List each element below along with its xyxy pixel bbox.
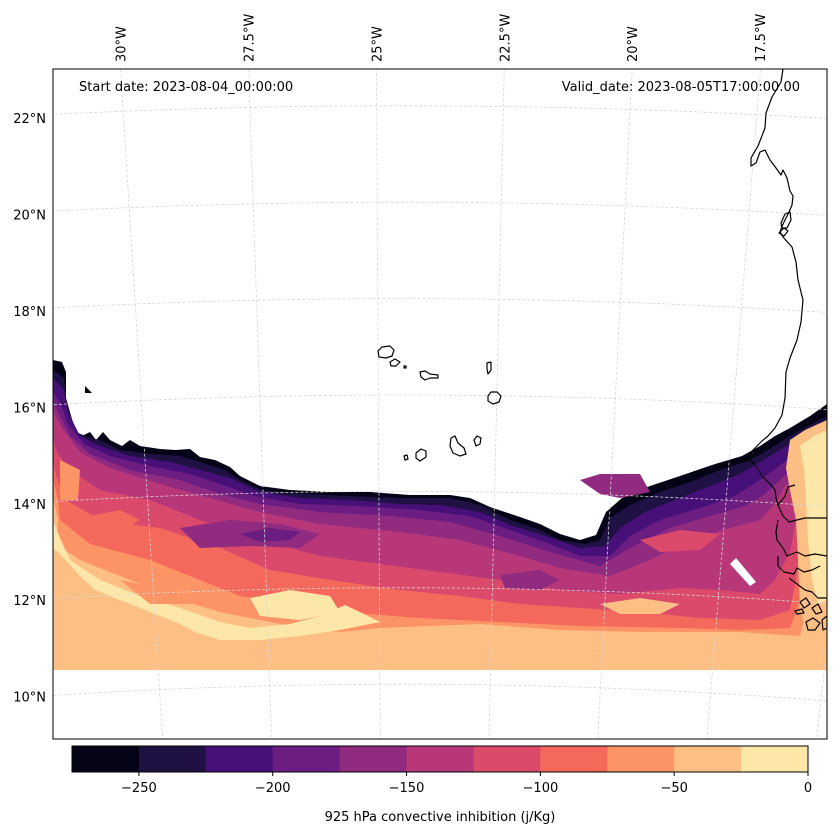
cin-level-band	[53, 520, 380, 640]
longitude-tick-label: 32.5°W	[0, 14, 2, 62]
longitude-tick-label: 27.5°W	[243, 14, 258, 62]
colorbar-tick-label: −200	[255, 781, 291, 796]
meridian-gridline	[376, 69, 381, 739]
latitude-tick-label: 12°N	[13, 594, 46, 609]
parallel-gridline	[53, 201, 827, 216]
longitude-tick-label: 22.5°W	[498, 14, 513, 62]
island-boa-vista	[487, 391, 502, 405]
island-sao-nicolau	[419, 370, 439, 381]
colorbar-segment	[540, 746, 608, 772]
colorbar-segment	[339, 746, 407, 772]
island-santa-luzia	[403, 365, 407, 369]
colorbar-label: 925 hPa convective inhibition (j/Kg)	[325, 810, 556, 825]
longitude-tick-label: 17.5°W	[754, 14, 769, 62]
latitude-tick-label: 22°N	[13, 112, 46, 127]
colorbar-segment	[205, 746, 274, 772]
latitude-tick-label: 14°N	[13, 498, 46, 513]
cin-contour-blob	[250, 590, 340, 620]
island-santo-antao	[377, 345, 395, 359]
island-sao-vicente	[389, 358, 401, 367]
island-sal	[486, 361, 492, 375]
island-brava	[403, 454, 409, 461]
parallel-gridline	[53, 105, 827, 119]
island-santiago	[449, 435, 467, 457]
latitude-tick-label: 16°N	[13, 401, 46, 416]
colorbar-tick-label: −250	[121, 781, 157, 796]
cin-contour-blob	[600, 598, 680, 614]
latitude-tick-labels: 22°N 20°N 18°N 16°N 14°N 12°N 10°N	[13, 112, 46, 705]
colorbar-segment	[674, 746, 742, 772]
latitude-tick-label: 10°N	[13, 691, 46, 706]
latitude-tick-label: 18°N	[13, 305, 46, 320]
valid-date-label: Valid_date: 2023-08-05T17:00:00.00	[562, 80, 800, 95]
island-maio	[473, 435, 482, 447]
cin-level-band	[53, 440, 827, 670]
gridlines	[53, 69, 827, 739]
longitude-tick-labels: 32.5°W 30°W 27.5°W 25°W 22.5°W 20°W 17.5°W	[0, 14, 769, 62]
west-africa-coastline	[741, 69, 804, 462]
senegal-gambia-coastline	[741, 459, 827, 599]
meridian-gridline	[488, 69, 505, 739]
colorbar-tick-label: 0	[804, 781, 812, 796]
colorbar-tick-label: −50	[660, 781, 687, 796]
longitude-tick-label: 20°W	[626, 26, 641, 62]
cin-contour-blob	[120, 580, 200, 604]
map-axes-frame	[52, 68, 828, 740]
cin-contour-blob	[60, 460, 80, 500]
island-fogo	[415, 448, 427, 462]
colorbar-segment	[741, 746, 809, 772]
colorbar-segment	[272, 746, 341, 772]
colorbar-tick-label: −150	[389, 781, 425, 796]
colorbar: −250 −200 −150 −100 −50 0	[71, 745, 812, 796]
cin-contour-blob	[640, 530, 720, 552]
longitude-tick-label: 25°W	[370, 26, 385, 62]
colorbar-segment	[138, 746, 207, 772]
cin-field	[53, 360, 827, 670]
banc-d-arguin-islands	[778, 211, 792, 237]
cin-level-band	[800, 430, 827, 604]
start-date-label: Start date: 2023-08-04_00:00:00	[79, 80, 293, 95]
colorbar-frame	[71, 745, 809, 773]
no-data-gap	[730, 558, 756, 586]
bijagos-islands	[794, 597, 827, 631]
parallel-gridline	[53, 394, 827, 410]
parallel-gridline	[53, 683, 827, 702]
colorbar-segment	[607, 746, 675, 772]
coastlines	[377, 69, 827, 631]
latitude-tick-label: 20°N	[13, 209, 46, 224]
cin-contour-blob	[85, 386, 92, 393]
parallel-gridline	[53, 298, 827, 313]
longitude-tick-label: 30°W	[115, 26, 130, 62]
cin-contour-blob	[90, 510, 140, 532]
colorbar-segment	[473, 746, 541, 772]
colorbar-segment	[406, 746, 474, 772]
parallel-gridline	[53, 587, 827, 605]
cin-contour-blob	[580, 474, 650, 498]
colorbar-segment	[72, 746, 140, 772]
parallel-gridline	[53, 491, 827, 507]
colorbar-tick-label: −100	[523, 781, 559, 796]
cin-contour-blob	[500, 570, 560, 590]
cin-contour-blob	[240, 528, 300, 542]
cin-level-band	[53, 452, 827, 670]
